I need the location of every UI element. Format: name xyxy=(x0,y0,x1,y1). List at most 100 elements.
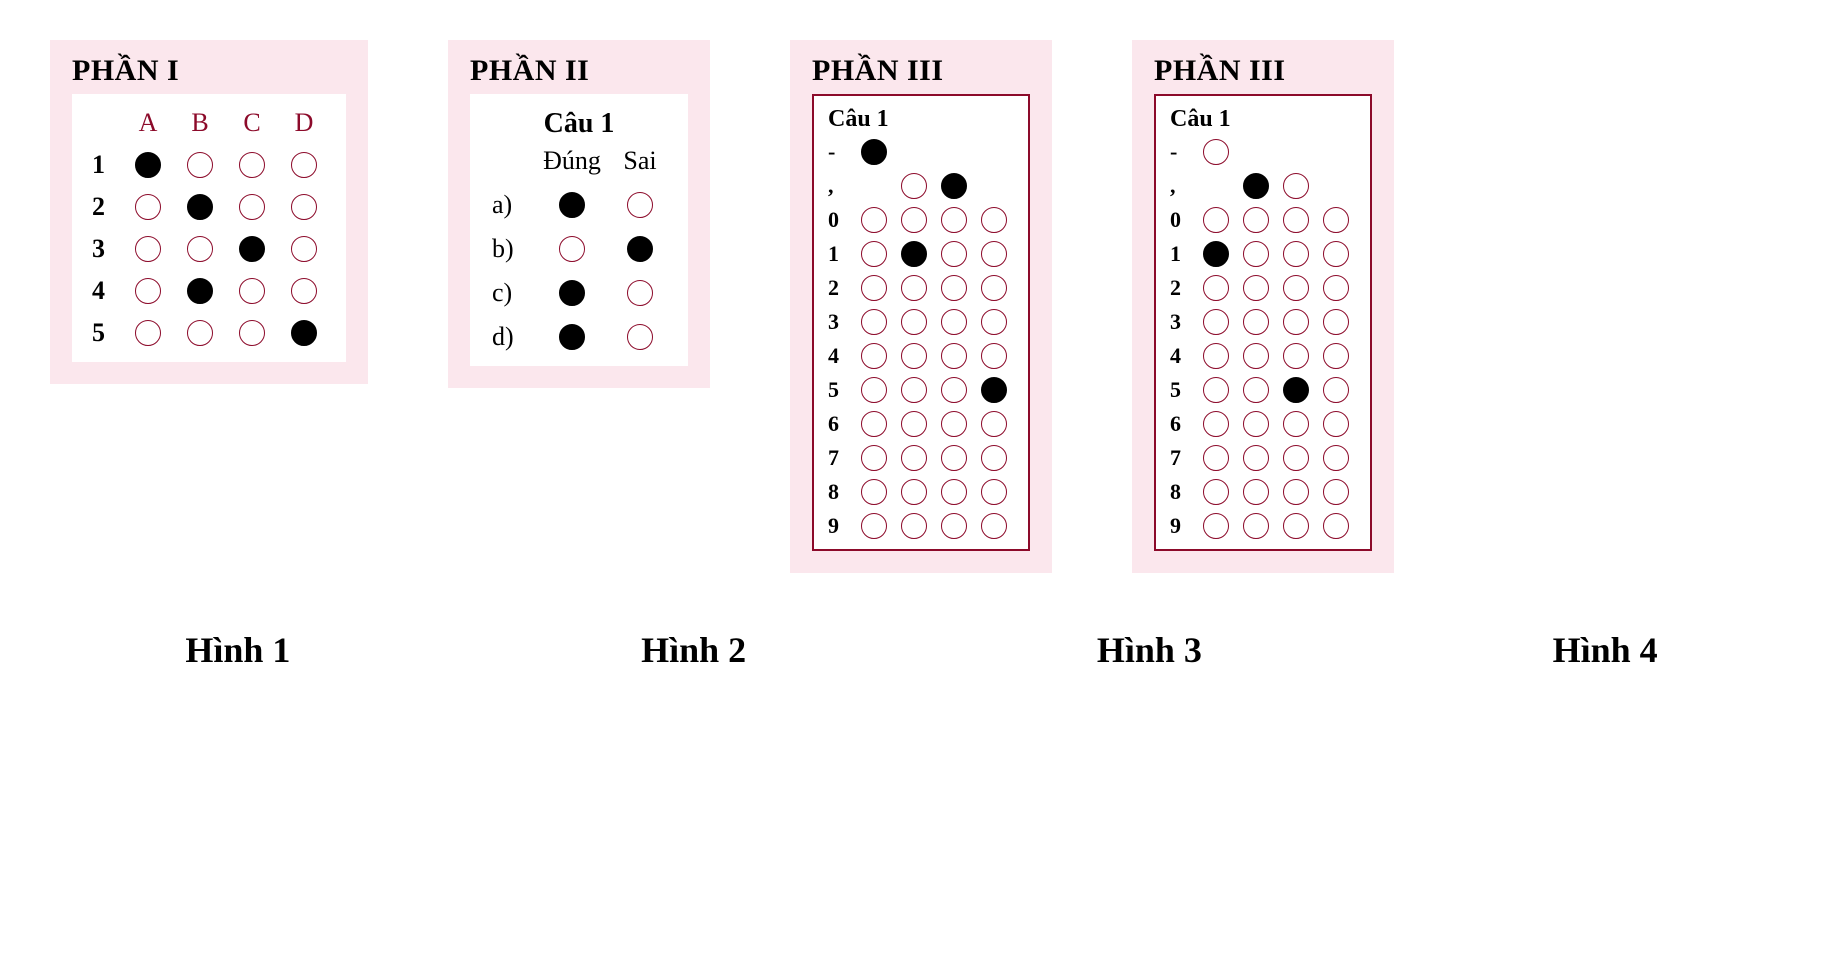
bubble-empty[interactable] xyxy=(1203,479,1229,505)
bubble-filled[interactable] xyxy=(291,320,317,346)
bubble-empty[interactable] xyxy=(981,275,1007,301)
bubble-empty[interactable] xyxy=(1283,275,1309,301)
bubble-empty[interactable] xyxy=(901,173,927,199)
bubble-empty[interactable] xyxy=(981,513,1007,539)
bubble-filled[interactable] xyxy=(941,173,967,199)
bubble-empty[interactable] xyxy=(239,152,265,178)
bubble-empty[interactable] xyxy=(1203,275,1229,301)
bubble-empty[interactable] xyxy=(1323,445,1349,471)
bubble-filled[interactable] xyxy=(901,241,927,267)
bubble-empty[interactable] xyxy=(627,280,653,306)
bubble-empty[interactable] xyxy=(239,320,265,346)
bubble-empty[interactable] xyxy=(1203,343,1229,369)
bubble-empty[interactable] xyxy=(1323,275,1349,301)
bubble-empty[interactable] xyxy=(1243,445,1269,471)
bubble-empty[interactable] xyxy=(861,445,887,471)
bubble-filled[interactable] xyxy=(559,280,585,306)
bubble-empty[interactable] xyxy=(1283,241,1309,267)
bubble-empty[interactable] xyxy=(861,275,887,301)
bubble-filled[interactable] xyxy=(135,152,161,178)
bubble-empty[interactable] xyxy=(1243,479,1269,505)
bubble-filled[interactable] xyxy=(861,139,887,165)
bubble-empty[interactable] xyxy=(901,343,927,369)
bubble-empty[interactable] xyxy=(901,275,927,301)
bubble-empty[interactable] xyxy=(981,207,1007,233)
bubble-empty[interactable] xyxy=(861,513,887,539)
bubble-empty[interactable] xyxy=(559,236,585,262)
bubble-empty[interactable] xyxy=(135,236,161,262)
bubble-empty[interactable] xyxy=(1243,377,1269,403)
bubble-empty[interactable] xyxy=(135,320,161,346)
bubble-empty[interactable] xyxy=(1323,343,1349,369)
bubble-filled[interactable] xyxy=(627,236,653,262)
bubble-empty[interactable] xyxy=(941,309,967,335)
bubble-empty[interactable] xyxy=(1283,513,1309,539)
bubble-empty[interactable] xyxy=(627,192,653,218)
bubble-empty[interactable] xyxy=(239,194,265,220)
bubble-empty[interactable] xyxy=(291,236,317,262)
bubble-empty[interactable] xyxy=(1323,411,1349,437)
bubble-empty[interactable] xyxy=(901,513,927,539)
bubble-empty[interactable] xyxy=(941,445,967,471)
bubble-empty[interactable] xyxy=(861,479,887,505)
bubble-empty[interactable] xyxy=(1243,309,1269,335)
bubble-empty[interactable] xyxy=(1283,309,1309,335)
bubble-empty[interactable] xyxy=(941,479,967,505)
bubble-empty[interactable] xyxy=(291,278,317,304)
bubble-empty[interactable] xyxy=(1323,241,1349,267)
bubble-empty[interactable] xyxy=(1203,309,1229,335)
bubble-empty[interactable] xyxy=(1283,207,1309,233)
bubble-empty[interactable] xyxy=(981,479,1007,505)
bubble-empty[interactable] xyxy=(981,241,1007,267)
bubble-empty[interactable] xyxy=(1203,513,1229,539)
bubble-empty[interactable] xyxy=(941,343,967,369)
bubble-empty[interactable] xyxy=(901,377,927,403)
bubble-empty[interactable] xyxy=(1203,411,1229,437)
bubble-empty[interactable] xyxy=(941,411,967,437)
bubble-empty[interactable] xyxy=(1203,207,1229,233)
bubble-empty[interactable] xyxy=(1323,377,1349,403)
bubble-empty[interactable] xyxy=(1203,445,1229,471)
bubble-empty[interactable] xyxy=(861,241,887,267)
bubble-empty[interactable] xyxy=(981,309,1007,335)
bubble-filled[interactable] xyxy=(187,278,213,304)
bubble-empty[interactable] xyxy=(1283,173,1309,199)
bubble-empty[interactable] xyxy=(187,320,213,346)
bubble-empty[interactable] xyxy=(1283,411,1309,437)
bubble-empty[interactable] xyxy=(1203,377,1229,403)
bubble-filled[interactable] xyxy=(1243,173,1269,199)
bubble-empty[interactable] xyxy=(861,343,887,369)
bubble-filled[interactable] xyxy=(187,194,213,220)
bubble-empty[interactable] xyxy=(1323,309,1349,335)
bubble-empty[interactable] xyxy=(981,343,1007,369)
bubble-empty[interactable] xyxy=(861,377,887,403)
bubble-empty[interactable] xyxy=(1283,445,1309,471)
bubble-empty[interactable] xyxy=(901,479,927,505)
bubble-empty[interactable] xyxy=(901,411,927,437)
bubble-empty[interactable] xyxy=(941,207,967,233)
bubble-empty[interactable] xyxy=(981,445,1007,471)
bubble-empty[interactable] xyxy=(901,207,927,233)
bubble-empty[interactable] xyxy=(627,324,653,350)
bubble-empty[interactable] xyxy=(291,194,317,220)
bubble-empty[interactable] xyxy=(861,309,887,335)
bubble-empty[interactable] xyxy=(1243,241,1269,267)
bubble-filled[interactable] xyxy=(559,192,585,218)
bubble-filled[interactable] xyxy=(981,377,1007,403)
bubble-empty[interactable] xyxy=(1243,411,1269,437)
bubble-empty[interactable] xyxy=(1323,207,1349,233)
bubble-empty[interactable] xyxy=(1283,343,1309,369)
bubble-empty[interactable] xyxy=(187,152,213,178)
bubble-empty[interactable] xyxy=(981,411,1007,437)
bubble-empty[interactable] xyxy=(941,241,967,267)
bubble-filled[interactable] xyxy=(1283,377,1309,403)
bubble-empty[interactable] xyxy=(291,152,317,178)
bubble-filled[interactable] xyxy=(239,236,265,262)
bubble-empty[interactable] xyxy=(901,445,927,471)
bubble-empty[interactable] xyxy=(1203,139,1229,165)
bubble-empty[interactable] xyxy=(1283,479,1309,505)
bubble-empty[interactable] xyxy=(187,236,213,262)
bubble-empty[interactable] xyxy=(1323,513,1349,539)
bubble-filled[interactable] xyxy=(1203,241,1229,267)
bubble-empty[interactable] xyxy=(1243,207,1269,233)
